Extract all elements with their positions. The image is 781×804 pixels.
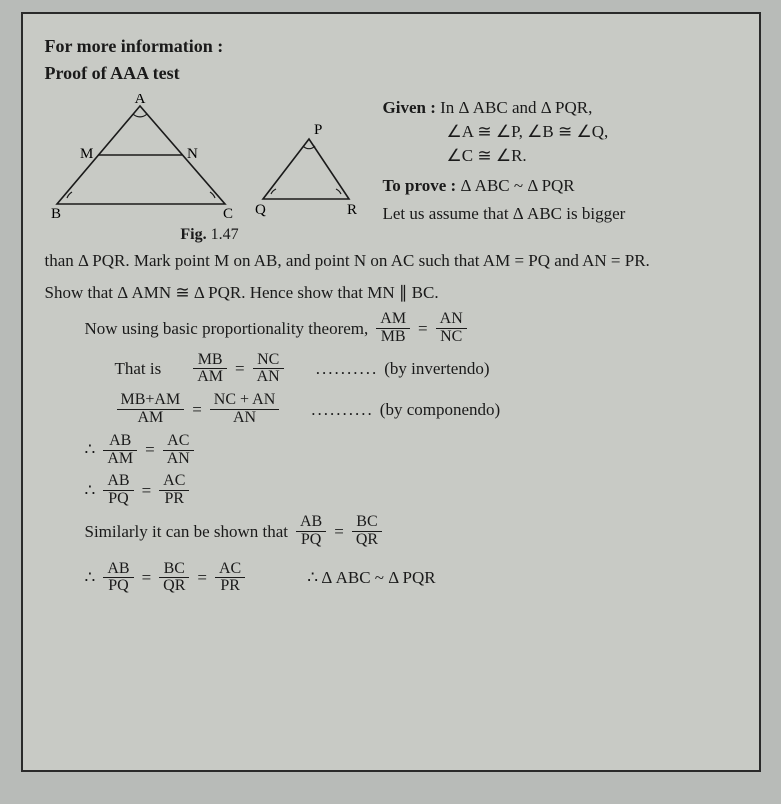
note-invertendo: (by invertendo) xyxy=(384,356,489,382)
toprove-text: Δ ABC ~ Δ PQR xyxy=(460,176,574,195)
fig-num: 1.47 xyxy=(211,226,239,243)
label-C: C xyxy=(223,206,233,222)
proof-p2: Show that Δ AMN ≅ Δ PQR. Hence show that… xyxy=(45,280,737,306)
figure-and-given-row: A B C M N P Q R Fig. xyxy=(45,94,737,244)
invertendo-line: That is MBAM = NCAN .......... (by inver… xyxy=(45,352,737,387)
label-B: B xyxy=(51,206,61,222)
figure-caption: Fig. 1.47 xyxy=(45,226,375,244)
label-R: R xyxy=(347,202,357,218)
assume-text: Let us assume that Δ ABC is bigger xyxy=(383,204,737,224)
toprove-label: To prove : xyxy=(383,176,457,195)
thatis: That is xyxy=(115,356,162,382)
label-Q: Q xyxy=(255,202,266,218)
final-row: ∴ ABPQ = BCQR = ACPR ∴ Δ ABC ~ Δ PQR xyxy=(45,555,737,602)
proof-p1: than Δ PQR. Mark point M on AB, and poin… xyxy=(45,248,737,274)
ab-pq-line: ∴ ABPQ = ACPR xyxy=(45,473,737,508)
bpt-line: Now using basic proportionality theorem,… xyxy=(45,311,737,346)
proof-body: than Δ PQR. Mark point M on AB, and poin… xyxy=(45,248,737,601)
triangle-pqr: P Q R xyxy=(249,114,369,224)
label-A: A xyxy=(134,94,145,107)
given-label: Given : xyxy=(383,98,436,117)
componendo-line: MB+AMAM = NC + ANAN .......... (by compo… xyxy=(45,392,737,427)
fig-label: Fig. xyxy=(180,226,206,243)
given-line2: ∠A ≅ ∠P, ∠B ≅ ∠Q, xyxy=(383,122,737,142)
note-componendo: (by componendo) xyxy=(380,397,500,423)
label-N: N xyxy=(187,146,198,162)
bpt-prefix: Now using basic proportionality theorem, xyxy=(85,316,369,342)
given-column: Given : In Δ ABC and Δ PQR, ∠A ≅ ∠P, ∠B … xyxy=(375,94,737,228)
triangle-abc: A B C M N xyxy=(45,94,245,224)
ab-am-line: ∴ ABAM = ACAN xyxy=(45,433,737,468)
similarly-line: Similarly it can be shown that ABPQ = BC… xyxy=(45,514,737,549)
document-page: For more information : Proof of AAA test… xyxy=(21,12,761,772)
label-M: M xyxy=(80,146,93,162)
label-P: P xyxy=(314,122,322,138)
conclusion: ∴ Δ ABC ~ Δ PQR xyxy=(307,565,435,591)
figure-column: A B C M N P Q R Fig. xyxy=(45,94,375,244)
similarly-text: Similarly it can be shown that xyxy=(85,519,289,545)
header-info: For more information : xyxy=(45,36,737,57)
header-title: Proof of AAA test xyxy=(45,63,737,84)
given-line3: ∠C ≅ ∠R. xyxy=(383,146,737,166)
given-line1: In Δ ABC and Δ PQR, xyxy=(440,98,592,117)
